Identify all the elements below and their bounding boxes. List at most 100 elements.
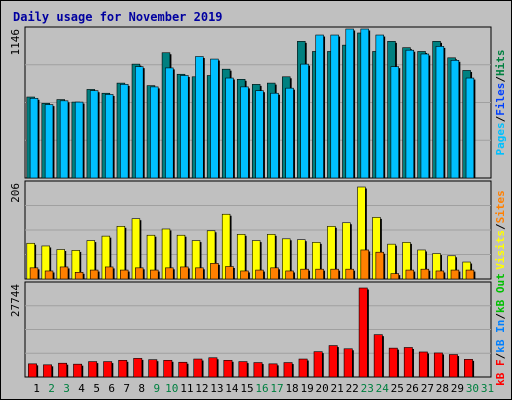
bar-files bbox=[89, 90, 99, 179]
bar-sites bbox=[104, 266, 114, 280]
bar-files bbox=[285, 87, 294, 179]
bar-kb-f bbox=[388, 347, 398, 378]
bar-files bbox=[165, 67, 174, 179]
bar-kb-f bbox=[418, 351, 428, 378]
bar-sites bbox=[210, 263, 219, 280]
bar-kb-f bbox=[403, 347, 413, 378]
x-tick-label: 29 bbox=[451, 382, 464, 395]
bar-kb-f bbox=[358, 287, 368, 378]
bar-sites bbox=[330, 268, 339, 280]
bar-kb-f bbox=[238, 361, 248, 378]
bar-sites bbox=[345, 268, 354, 280]
bar-files bbox=[150, 86, 159, 179]
x-tick-label: 8 bbox=[138, 382, 145, 395]
bar-files bbox=[255, 90, 264, 179]
x-tick-label: 30 bbox=[466, 382, 479, 395]
chart-title: Daily usage for November 2019 bbox=[13, 10, 223, 24]
y-max-label: 27744 bbox=[9, 284, 22, 317]
bar-files bbox=[330, 34, 339, 179]
x-tick-label: 3 bbox=[63, 382, 70, 395]
bar-kb-f bbox=[28, 363, 37, 378]
bar-kb-f bbox=[328, 345, 338, 378]
bar-files bbox=[390, 66, 400, 179]
bar-sites bbox=[270, 267, 279, 280]
bar-files bbox=[300, 63, 309, 179]
bar-files bbox=[104, 94, 114, 179]
bar-kb-f bbox=[88, 361, 98, 378]
bar-files bbox=[420, 53, 430, 179]
bar-sites bbox=[285, 270, 294, 280]
bar-kb-f bbox=[433, 352, 443, 378]
bar-files bbox=[375, 34, 384, 179]
bar-sites bbox=[435, 270, 445, 280]
bar-kb-f bbox=[103, 361, 113, 378]
bar-files bbox=[120, 84, 129, 179]
x-tick-label: 5 bbox=[93, 382, 100, 395]
bar-sites bbox=[390, 273, 400, 280]
bar-sites bbox=[300, 268, 309, 280]
x-tick-label: 10 bbox=[165, 382, 178, 395]
bar-sites bbox=[225, 266, 234, 280]
x-tick-label: 15 bbox=[240, 382, 253, 395]
bar-sites bbox=[120, 269, 129, 280]
bar-sites bbox=[255, 269, 264, 280]
x-tick-label: 6 bbox=[108, 382, 115, 395]
bar-sites bbox=[450, 269, 460, 280]
x-tick-label: 27 bbox=[421, 382, 434, 395]
x-tick-label: 13 bbox=[210, 382, 223, 395]
kb-panel-legend: kB F/kB In/kB Out bbox=[494, 273, 507, 386]
bar-kb-f bbox=[43, 364, 52, 378]
bar-kb-f bbox=[253, 362, 263, 378]
x-tick-label: 26 bbox=[406, 382, 419, 395]
bar-sites bbox=[150, 269, 159, 280]
bar-sites bbox=[74, 272, 84, 280]
x-tick-label: 17 bbox=[270, 382, 283, 395]
legend-separator: / bbox=[494, 352, 507, 359]
bar-kb-f bbox=[208, 357, 218, 378]
bar-kb-f bbox=[133, 358, 143, 378]
bar-files bbox=[240, 86, 249, 179]
bar-kb-f bbox=[373, 334, 383, 378]
x-tick-label: 25 bbox=[391, 382, 404, 395]
bar-files bbox=[315, 34, 324, 179]
bar-files bbox=[29, 97, 39, 179]
bar-sites bbox=[180, 266, 189, 280]
bar-files bbox=[270, 92, 279, 179]
bar-kb-f bbox=[268, 363, 278, 378]
chart-panels: 1146Pages/Files/Hits206Visits/Sites27744… bbox=[9, 26, 507, 386]
x-tick-label: 24 bbox=[376, 382, 390, 395]
bar-files bbox=[180, 75, 189, 179]
bar-sites bbox=[465, 269, 475, 280]
x-tick-label: 14 bbox=[225, 382, 239, 395]
bar-kb-f bbox=[283, 362, 293, 378]
x-tick-label: 4 bbox=[78, 382, 85, 395]
legend-kb_out: kB Out bbox=[494, 273, 507, 313]
y-max-label: 1146 bbox=[9, 29, 22, 56]
bar-sites bbox=[360, 249, 369, 280]
legend-separator: / bbox=[494, 76, 507, 83]
bar-files bbox=[135, 66, 144, 179]
bar-sites bbox=[135, 267, 144, 280]
bar-sites bbox=[59, 266, 69, 280]
x-tick-label: 9 bbox=[153, 382, 160, 395]
x-tick-label: 18 bbox=[285, 382, 298, 395]
bar-files bbox=[360, 28, 369, 179]
bar-kb-f bbox=[148, 359, 158, 378]
x-tick-label: 28 bbox=[436, 382, 449, 395]
bar-kb-f bbox=[464, 359, 473, 378]
bar-files bbox=[210, 58, 219, 179]
legend-files: Files bbox=[494, 83, 507, 116]
legend-kb_f: kB F bbox=[494, 359, 507, 386]
bar-files bbox=[195, 56, 204, 179]
bar-files bbox=[450, 60, 460, 179]
bar-kb-f bbox=[163, 360, 173, 378]
legend-hits: Hits bbox=[494, 50, 507, 77]
legend-kb_in: kB In bbox=[494, 320, 507, 353]
x-tick-label: 19 bbox=[300, 382, 313, 395]
bar-kb-f bbox=[313, 351, 323, 378]
bar-files bbox=[44, 104, 54, 179]
bar-sites bbox=[195, 267, 204, 280]
legend-visits: Visits bbox=[494, 230, 507, 270]
legend-pages: Pages bbox=[494, 122, 507, 155]
bar-files bbox=[405, 49, 415, 179]
